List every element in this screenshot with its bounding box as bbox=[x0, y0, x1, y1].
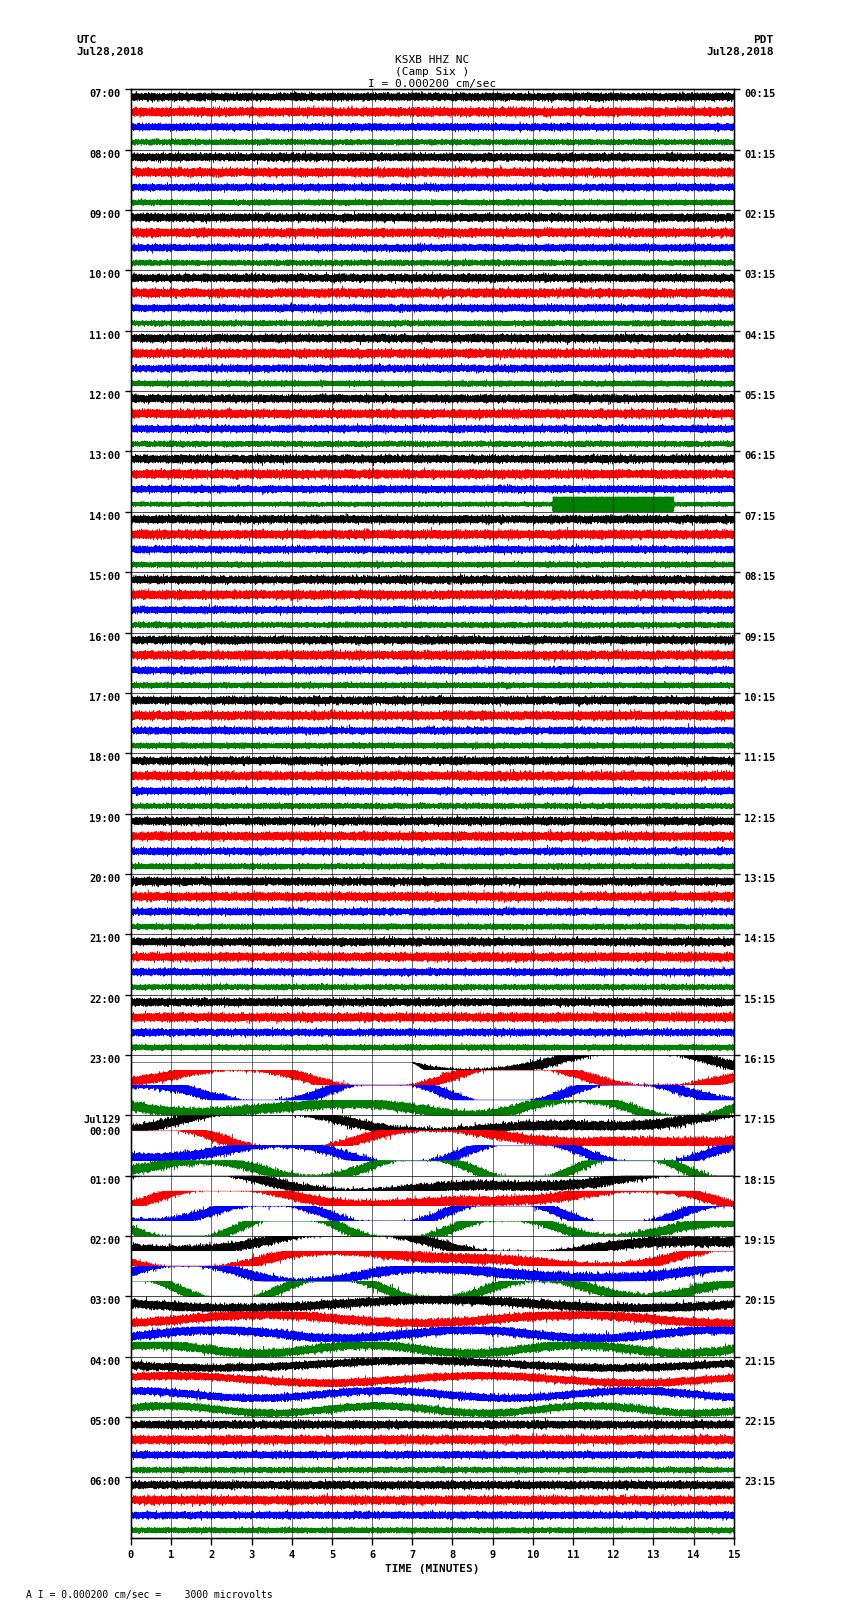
Title: KSXB HHZ NC
(Camp Six )
I = 0.000200 cm/sec: KSXB HHZ NC (Camp Six ) I = 0.000200 cm/… bbox=[368, 55, 496, 89]
Text: PDT: PDT bbox=[753, 35, 774, 45]
Text: Jul28,2018: Jul28,2018 bbox=[706, 47, 774, 56]
X-axis label: TIME (MINUTES): TIME (MINUTES) bbox=[385, 1565, 479, 1574]
Text: A I = 0.000200 cm/sec =    3000 microvolts: A I = 0.000200 cm/sec = 3000 microvolts bbox=[26, 1590, 272, 1600]
Text: UTC: UTC bbox=[76, 35, 97, 45]
Text: Jul28,2018: Jul28,2018 bbox=[76, 47, 144, 56]
